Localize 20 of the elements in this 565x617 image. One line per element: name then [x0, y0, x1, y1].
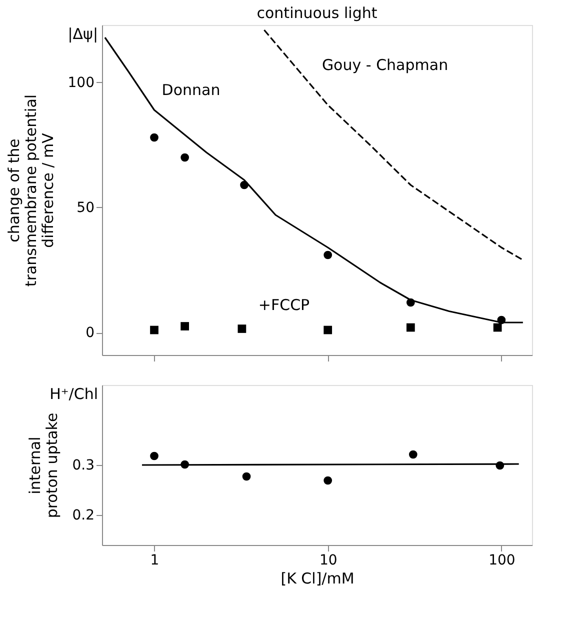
- annotation: Gouy - Chapman: [322, 56, 448, 74]
- x-axis-title: [K Cl]/mM: [280, 570, 354, 588]
- annotation: Donnan: [162, 81, 220, 99]
- chart-title: continuous light: [256, 4, 378, 22]
- x-tick-label: 100: [488, 552, 516, 568]
- text: transmembrane potential: [22, 94, 40, 287]
- y-tick-label: 0.2: [72, 508, 94, 524]
- text: proton uptake: [43, 412, 62, 518]
- y-tick-label: 0: [86, 325, 94, 341]
- x-tick-label: 10: [319, 552, 338, 568]
- text: |Δψ|: [68, 25, 98, 43]
- y-tick-label: 0.3: [72, 458, 94, 474]
- text: internal: [26, 436, 44, 494]
- y-tick-label: 100: [68, 75, 94, 91]
- text: change of the: [4, 138, 23, 242]
- annotation: +FCCP: [258, 296, 310, 314]
- text: H⁺/Chl: [50, 385, 98, 403]
- x-tick-label: 1: [150, 552, 160, 568]
- y-tick-label: 50: [76, 200, 94, 216]
- text: difference / mV: [38, 133, 57, 248]
